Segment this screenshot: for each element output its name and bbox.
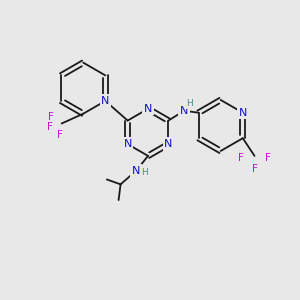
Text: N: N	[180, 106, 188, 116]
Text: F: F	[265, 153, 271, 163]
Text: F: F	[238, 153, 244, 163]
Text: N: N	[132, 166, 140, 176]
Text: F: F	[252, 164, 257, 174]
Text: F: F	[57, 130, 63, 140]
Text: N: N	[123, 139, 132, 149]
Text: F: F	[48, 112, 54, 122]
Text: F: F	[47, 122, 53, 132]
Text: N: N	[144, 104, 152, 114]
Text: N: N	[101, 96, 110, 106]
Text: N: N	[164, 139, 172, 149]
Text: H: H	[141, 168, 148, 177]
Text: N: N	[238, 108, 247, 118]
Text: H: H	[186, 99, 192, 108]
